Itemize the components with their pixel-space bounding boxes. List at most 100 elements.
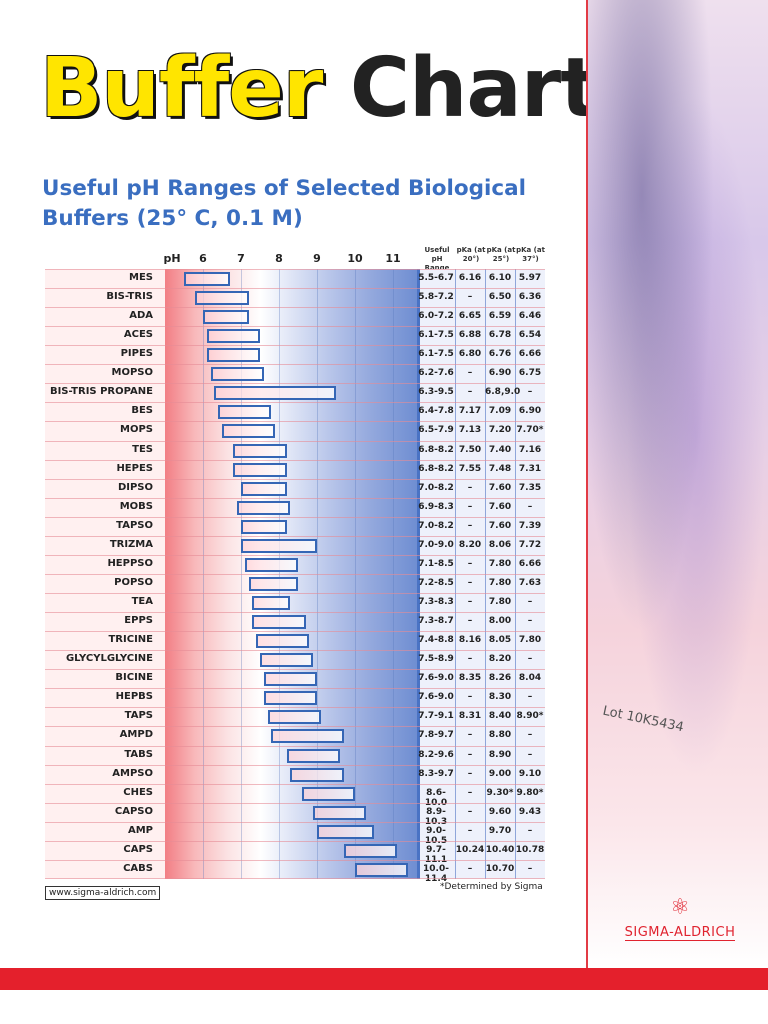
ph-range-bar bbox=[203, 310, 249, 325]
table-row: EPPS 7.3-8.7 – 8.00 – bbox=[45, 612, 545, 631]
col-header-range: Useful pH Range bbox=[424, 246, 450, 272]
cell-p20: 6.80 bbox=[458, 349, 482, 360]
row-divider bbox=[45, 459, 545, 461]
row-divider bbox=[45, 497, 545, 499]
cell-p25: 6.8,9.0 bbox=[485, 387, 521, 398]
ph-range-bar bbox=[355, 862, 409, 877]
sigma-aldrich-logo: ⚛ SIGMA-ALDRICH bbox=[610, 895, 750, 941]
cell-p25: 7.80 bbox=[488, 597, 512, 608]
table-row: POPSO 7.2-8.5 – 7.80 7.63 bbox=[45, 574, 545, 593]
row-divider bbox=[45, 688, 545, 690]
cell-p20: 6.16 bbox=[458, 273, 482, 283]
title-chart: Chart bbox=[349, 41, 600, 136]
cell-p25: 8.06 bbox=[488, 539, 512, 550]
row-divider bbox=[45, 573, 545, 575]
cell-range: 8.2-9.6 bbox=[418, 749, 454, 760]
cell-range: 8.9-10.3 bbox=[424, 806, 448, 827]
row-divider bbox=[45, 669, 545, 671]
buffer-name: EPPS bbox=[124, 615, 153, 627]
cell-p25: 8.05 bbox=[488, 635, 512, 646]
cell-p20: 7.13 bbox=[458, 425, 482, 436]
buffer-name: BIS-TRIS bbox=[106, 291, 153, 303]
ph-range-bar bbox=[252, 596, 291, 611]
cell-p25: 8.20 bbox=[488, 654, 512, 665]
cell-p37: 7.31 bbox=[518, 463, 542, 474]
subtitle: Useful pH Ranges of Selected Biological … bbox=[42, 176, 527, 231]
cell-p37: 8.04 bbox=[518, 673, 542, 684]
ph-range-bar bbox=[222, 424, 276, 439]
cell-p37: 7.80 bbox=[518, 635, 542, 646]
cell-p20: – bbox=[467, 654, 473, 665]
cell-p20: 7.17 bbox=[458, 406, 482, 417]
buffer-name: PIPES bbox=[120, 348, 153, 360]
cell-range: 7.6-9.0 bbox=[418, 673, 454, 684]
buffer-name: TEA bbox=[131, 596, 153, 608]
cell-p37: 10.78 bbox=[515, 844, 545, 855]
cell-range: 5.5-6.7 bbox=[418, 273, 454, 283]
buffer-name: AMPSO bbox=[112, 767, 153, 779]
ph-range-bar bbox=[206, 329, 260, 344]
table-row: ADA 6.0-7.2 6.65 6.59 6.46 bbox=[45, 307, 545, 326]
ph-range-bar bbox=[241, 519, 287, 534]
table-row: MES 5.5-6.7 6.16 6.10 5.97 bbox=[45, 269, 545, 288]
ph-range-bar bbox=[271, 729, 344, 744]
col-header-pka37: pKa (at 37°) bbox=[516, 246, 545, 263]
buffer-name: CAPSO bbox=[114, 805, 153, 817]
ph-range-bar bbox=[214, 386, 336, 401]
axis-tick-label: 10 bbox=[347, 252, 363, 265]
cell-p37: 8.90* bbox=[516, 711, 544, 722]
table-row: DIPSO 7.0-8.2 – 7.60 7.35 bbox=[45, 479, 545, 498]
cell-p37: – bbox=[527, 616, 533, 627]
buffer-name: DIPSO bbox=[117, 481, 153, 493]
table-row: ACES 6.1-7.5 6.88 6.78 6.54 bbox=[45, 326, 545, 345]
cell-p37: 7.72 bbox=[518, 539, 542, 550]
cell-p37: 6.66 bbox=[518, 558, 542, 569]
cell-p25: 6.10 bbox=[488, 273, 512, 283]
row-divider bbox=[45, 288, 545, 290]
table-row: MOPS 6.5-7.9 7.13 7.20 7.70* bbox=[45, 421, 545, 440]
cell-p25: 7.80 bbox=[488, 577, 512, 588]
photo-panel: Lot 10K5434 bbox=[586, 0, 768, 968]
cell-range: 7.7-9.1 bbox=[418, 711, 454, 722]
axis-tick-label: 8 bbox=[275, 252, 283, 265]
buffer-name: AMP bbox=[127, 824, 153, 836]
cell-p37: 6.46 bbox=[518, 311, 542, 322]
cell-range: 6.9-8.3 bbox=[418, 501, 454, 512]
ph-range-bar bbox=[237, 500, 291, 515]
cell-range: 5.8-7.2 bbox=[418, 292, 454, 303]
cell-p37: 6.36 bbox=[518, 292, 542, 303]
cell-p25: 9.70 bbox=[488, 825, 512, 836]
ph-range-bar bbox=[252, 615, 306, 630]
cell-range: 7.4-8.8 bbox=[418, 635, 454, 646]
cell-p20: 10.24 bbox=[455, 844, 485, 855]
table-row: TRIZMA 7.0-9.0 8.20 8.06 7.72 bbox=[45, 536, 545, 555]
cell-range: 9.0-10.5 bbox=[424, 825, 448, 846]
cell-p37: 7.35 bbox=[518, 482, 542, 493]
cell-p25: 10.70 bbox=[485, 863, 515, 874]
buffer-name: TABS bbox=[124, 748, 153, 760]
axis-tick-label: 6 bbox=[199, 252, 207, 265]
buffer-name: AMPD bbox=[119, 729, 153, 741]
axis-tick-label: 7 bbox=[237, 252, 245, 265]
cell-p20: 8.35 bbox=[458, 673, 482, 684]
row-divider bbox=[45, 821, 545, 823]
ph-range-bar bbox=[206, 348, 260, 363]
row-divider bbox=[45, 840, 545, 842]
cell-range: 7.3-8.3 bbox=[418, 597, 454, 608]
row-divider bbox=[45, 421, 545, 423]
cell-p20: 7.50 bbox=[458, 444, 482, 455]
table-row: BES 6.4-7.8 7.17 7.09 6.90 bbox=[45, 402, 545, 421]
cell-p25: 9.30* bbox=[486, 787, 514, 798]
buffer-name: ADA bbox=[129, 310, 153, 322]
cell-p25: 9.00 bbox=[488, 768, 512, 779]
website-link[interactable]: www.sigma-aldrich.com bbox=[45, 886, 161, 900]
cell-range: 10.0-11.4 bbox=[423, 863, 449, 884]
cell-p37: – bbox=[527, 654, 533, 665]
buffer-name: TAPS bbox=[124, 710, 153, 722]
table-row: TAPS 7.7-9.1 8.31 8.40 8.90* bbox=[45, 707, 545, 726]
buffer-name: POPSO bbox=[114, 576, 153, 588]
cell-p37: 7.39 bbox=[518, 520, 542, 531]
cell-p37: 9.10 bbox=[518, 768, 542, 779]
cell-range: 6.8-8.2 bbox=[418, 444, 454, 455]
cell-range: 6.8-8.2 bbox=[418, 463, 454, 474]
